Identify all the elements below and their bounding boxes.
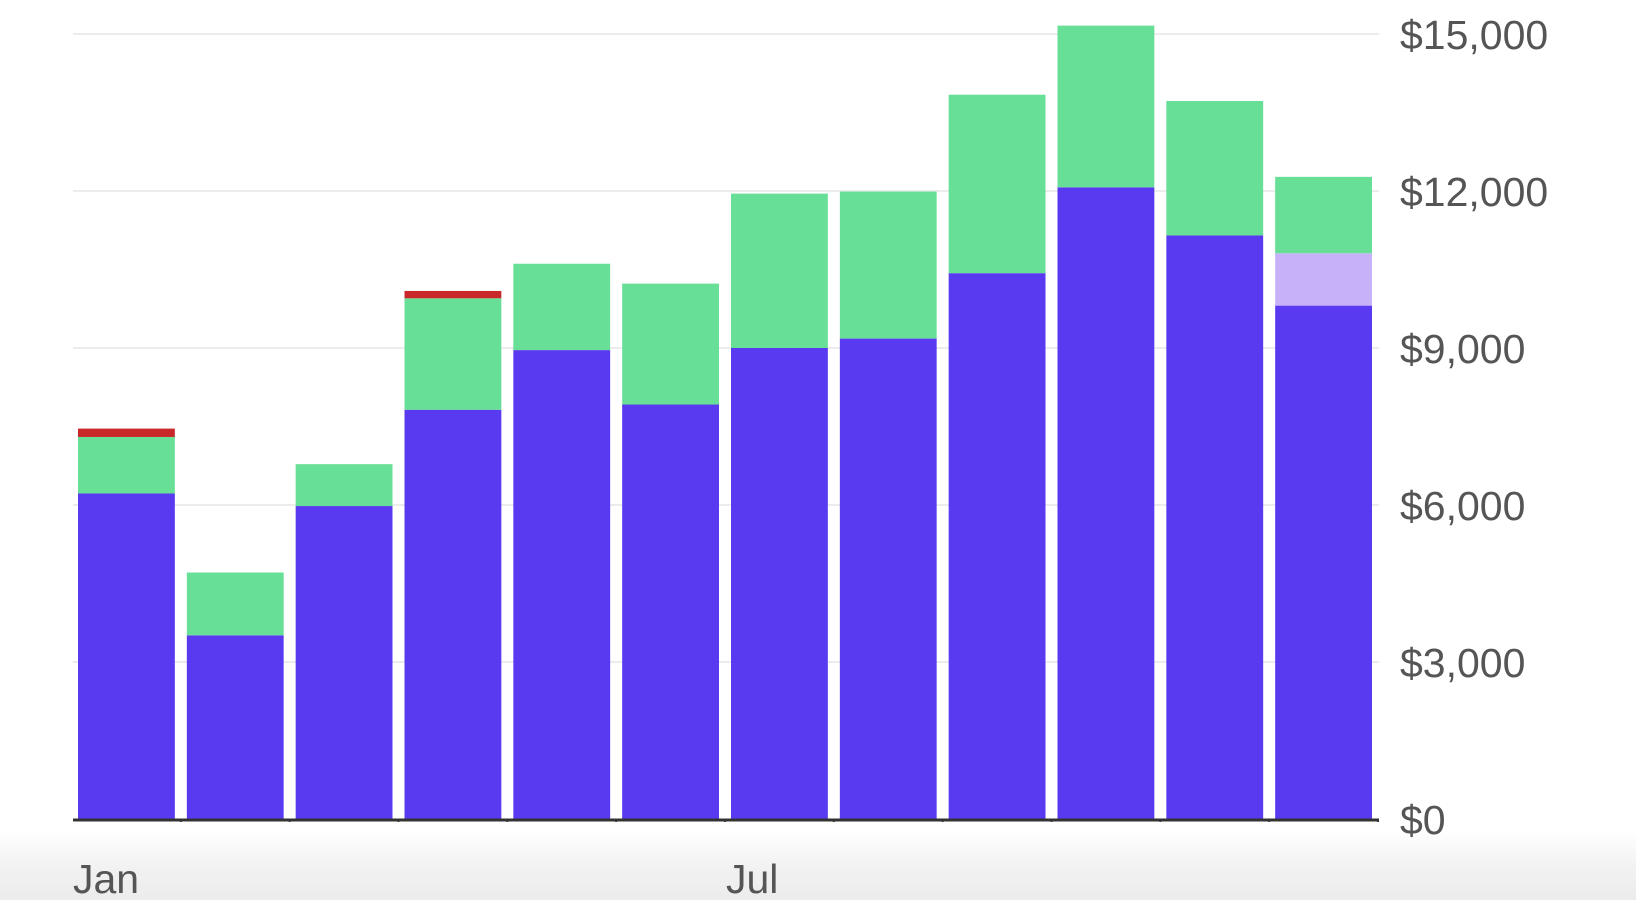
y-tick-label: $15,000 <box>1400 12 1548 58</box>
bar-sep-series-1 <box>948 273 1046 819</box>
bar-feb-series-3 <box>186 572 284 636</box>
bar-feb-series-1 <box>186 635 284 819</box>
bar-may-series-1 <box>513 350 611 819</box>
bars <box>78 25 1372 819</box>
y-tick-label: $6,000 <box>1400 483 1525 529</box>
bar-dec-series-1 <box>1275 305 1372 819</box>
bar-apr-series-1 <box>404 409 502 819</box>
x-axis-ticks: Jan Jul <box>73 818 1379 900</box>
bar-may-series-3 <box>513 263 611 351</box>
bar-apr-series-4 <box>404 290 502 299</box>
bar-jan-series-1 <box>78 493 175 819</box>
y-tick-label: $12,000 <box>1400 169 1548 215</box>
bar-oct-series-3 <box>1057 25 1155 188</box>
bar-mar-series-3 <box>295 464 393 507</box>
bar-apr-series-3 <box>404 298 502 410</box>
bar-nov-series-3 <box>1166 100 1264 236</box>
y-tick-label: $3,000 <box>1400 640 1525 686</box>
bar-nov-series-1 <box>1166 235 1264 819</box>
bar-sep-series-3 <box>948 94 1046 274</box>
bar-aug-series-3 <box>839 191 937 339</box>
bar-jan-series-3 <box>78 436 175 494</box>
bar-jun-series-3 <box>622 283 719 405</box>
bar-dec-series-2 <box>1275 253 1372 306</box>
bar-jul-series-3 <box>731 193 828 348</box>
bar-jun-series-1 <box>622 404 719 819</box>
y-axis-ticks: $0 $3,000 $6,000 $9,000 $12,000 $15,000 <box>1400 12 1548 843</box>
y-tick-label: $0 <box>1400 797 1446 843</box>
bar-jan-series-4 <box>78 428 175 437</box>
bar-dec-series-3 <box>1275 176 1372 254</box>
y-tick-label: $9,000 <box>1400 326 1525 372</box>
gridlines <box>73 33 1379 663</box>
bar-mar-series-1 <box>295 506 393 819</box>
bar-jul-series-1 <box>731 348 828 819</box>
bar-aug-series-1 <box>839 338 937 819</box>
bar-oct-series-1 <box>1057 187 1155 819</box>
x-tick-label: Jul <box>726 856 778 900</box>
x-tick-label: Jan <box>73 856 139 900</box>
